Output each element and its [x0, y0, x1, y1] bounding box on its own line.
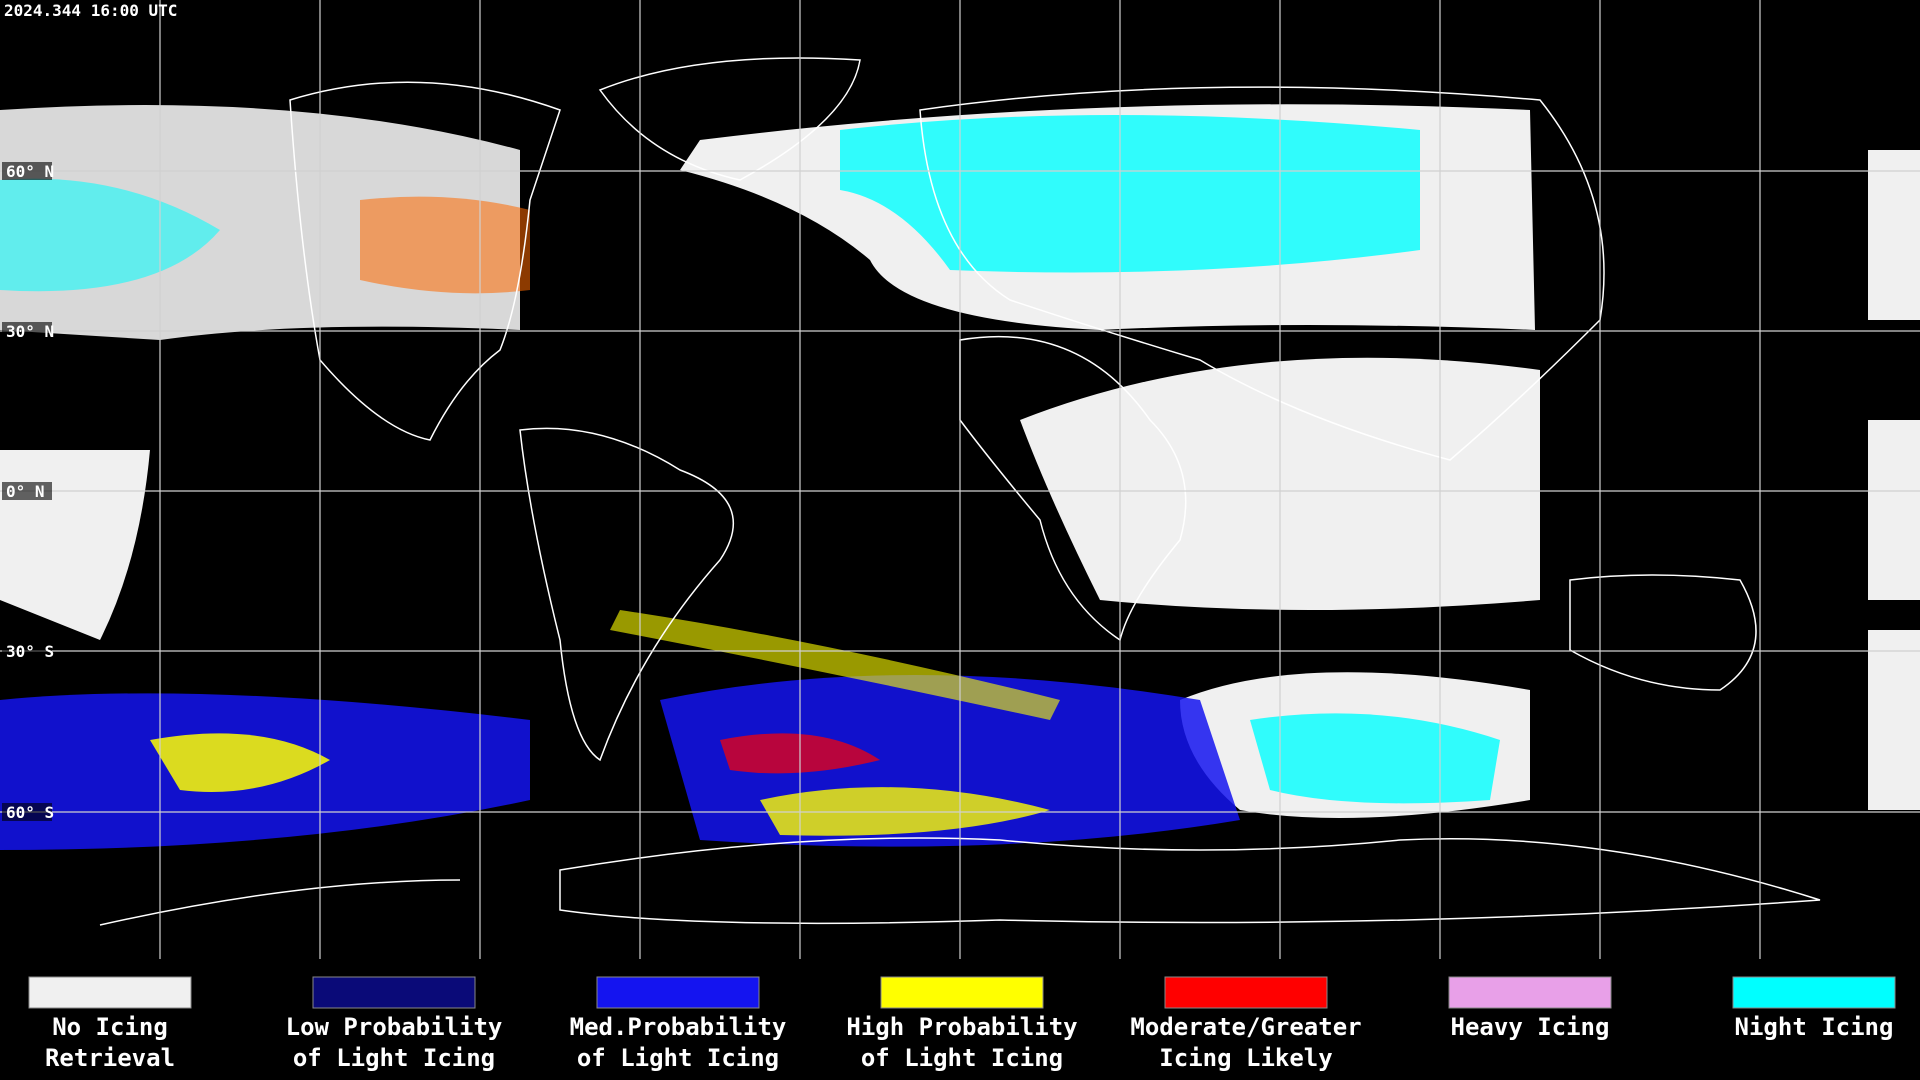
latitude-labels: 60° N 30° N 0° N 30° S 60° S [2, 162, 54, 822]
legend-swatch [1164, 976, 1328, 1009]
legend-label: of Light Icing [861, 1044, 1063, 1072]
legend-label: Low Probability [286, 1013, 503, 1041]
legend-swatch [1732, 976, 1896, 1009]
legend-swatch [596, 976, 760, 1009]
graticule [0, 0, 1920, 959]
legend-label: Night Icing [1735, 1013, 1894, 1041]
legend-label: of Light Icing [577, 1044, 779, 1072]
legend-label: No Icing [52, 1013, 168, 1041]
coastlines [99, 57, 1821, 926]
legend-label: of Light Icing [293, 1044, 495, 1072]
legend: No Icing Retrieval Low Probability of Light… [28, 976, 1896, 1072]
latitude-label: 30° N [6, 322, 54, 341]
latitude-label: 0° N [6, 482, 45, 501]
latitude-label: 60° N [6, 162, 54, 181]
legend-label: Heavy Icing [1451, 1013, 1610, 1041]
label-backdrop [2, 803, 52, 821]
legend-label: High Probability [846, 1013, 1077, 1041]
label-backdrop [2, 322, 52, 340]
label-backdrop [2, 642, 52, 660]
legend-swatch [312, 976, 476, 1009]
latitude-label: 30° S [6, 642, 54, 661]
legend-label: Moderate/Greater [1130, 1013, 1361, 1041]
legend-label: Med.Probability [570, 1013, 787, 1041]
legend-label: Retrieval [45, 1044, 175, 1072]
label-backdrop [2, 482, 52, 500]
legend-label: Icing Likely [1159, 1044, 1332, 1072]
timestamp: 2024.344 16:00 UTC [4, 1, 177, 20]
legend-swatch [880, 976, 1044, 1009]
latitude-label: 60° S [6, 803, 54, 822]
label-backdrop [2, 162, 52, 180]
legend-swatch [1448, 976, 1612, 1009]
legend-swatch [28, 976, 192, 1009]
map [0, 0, 1920, 959]
